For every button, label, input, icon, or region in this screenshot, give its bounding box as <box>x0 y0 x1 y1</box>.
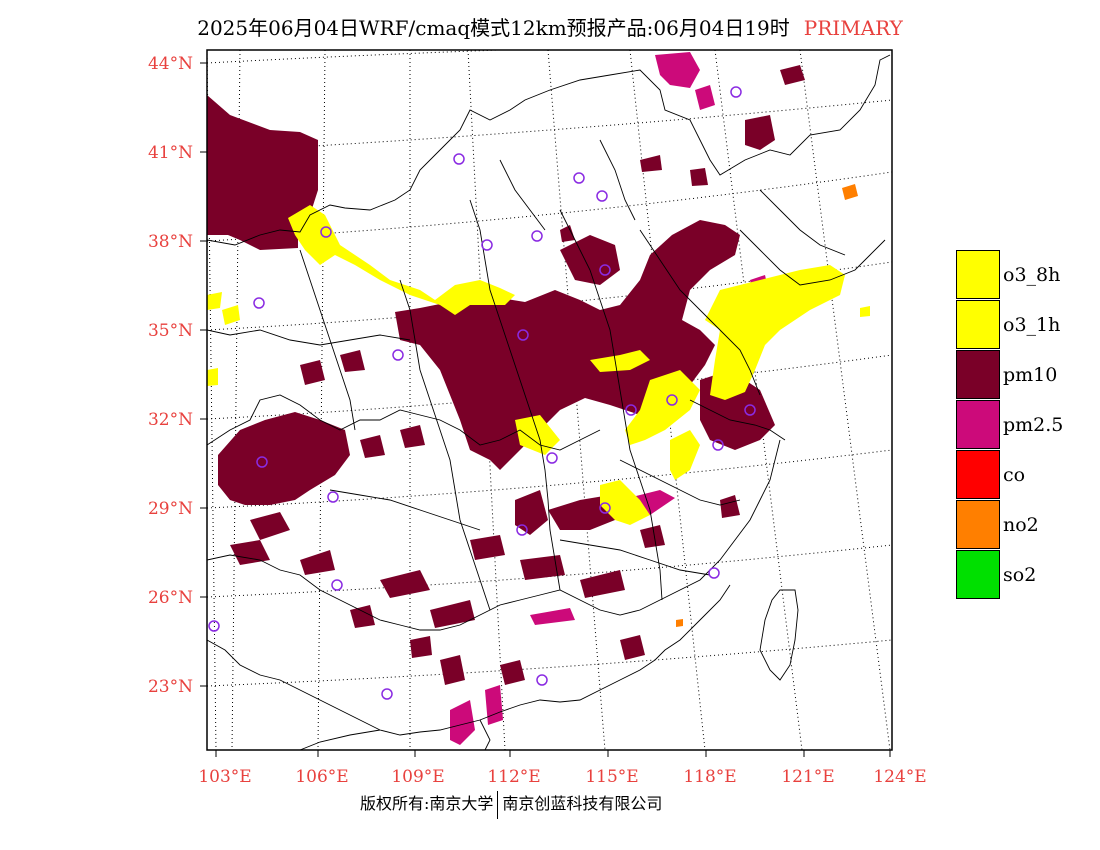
site-marker <box>331 579 343 591</box>
copyright-left: 版权所有:南京大学 <box>360 794 494 813</box>
site-marker <box>481 239 493 251</box>
site-marker <box>516 524 528 536</box>
lat-label: 41°N <box>148 143 193 163</box>
legend-label-o3-1h: o3_1h <box>1003 314 1061 336</box>
site-marker <box>327 491 339 503</box>
site-marker <box>517 329 529 341</box>
legend-swatch-pm10 <box>956 350 1000 399</box>
lat-label: 23°N <box>148 677 193 697</box>
site-marker <box>208 620 220 632</box>
lon-label: 106°E <box>295 767 348 787</box>
site-marker <box>573 172 585 184</box>
legend-label-co: co <box>1003 464 1026 486</box>
pm10-areas <box>207 65 805 685</box>
legend-swatch-pm25 <box>956 400 1000 449</box>
site-marker <box>744 404 756 416</box>
longitude-labels: 103°E 106°E 109°E 112°E 115°E 118°E 121°… <box>198 767 926 787</box>
map-title: 2025年06月04日WRF/cmaq模式12km预报产品:06月04日19时 P… <box>0 12 1100 41</box>
site-marker <box>708 567 720 579</box>
lon-label: 112°E <box>487 767 540 787</box>
legend-swatch-o3-1h <box>956 300 1000 349</box>
lat-label: 44°N <box>148 54 193 74</box>
lat-label: 26°N <box>148 588 193 608</box>
legend-label-so2: so2 <box>1003 564 1037 586</box>
legend-label-no2: no2 <box>1003 514 1039 536</box>
site-marker <box>536 674 548 686</box>
lat-label: 32°N <box>148 410 193 430</box>
lon-label: 109°E <box>391 767 444 787</box>
boundary-lines <box>207 54 891 750</box>
site-marker <box>599 264 611 276</box>
legend-swatch-no2 <box>956 500 1000 549</box>
lon-label: 121°E <box>781 767 834 787</box>
latitude-labels: 44°N 41°N 38°N 35°N 32°N 29°N 26°N 23°N <box>148 54 193 697</box>
copyright-right: 南京创蓝科技有限公司 <box>502 794 663 813</box>
lon-label: 124°E <box>873 767 926 787</box>
lat-label: 29°N <box>148 499 193 519</box>
o3-areas <box>207 205 870 525</box>
site-marker <box>712 439 724 451</box>
lat-label: 38°N <box>148 232 193 252</box>
site-marker <box>625 404 637 416</box>
legend-swatch-o3-8h <box>956 250 1000 299</box>
site-marker <box>256 456 268 468</box>
map-frame <box>206 49 893 751</box>
site-marker <box>381 688 393 700</box>
site-marker <box>531 230 543 242</box>
site-marker <box>320 226 332 238</box>
lon-label: 118°E <box>683 767 736 787</box>
legend-swatch-so2 <box>956 550 1000 599</box>
site-markers <box>208 86 756 700</box>
legend-swatch-co <box>956 450 1000 499</box>
legend-label-pm10: pm10 <box>1003 364 1058 386</box>
site-marker <box>253 297 265 309</box>
site-marker <box>596 190 608 202</box>
site-marker <box>392 349 404 361</box>
site-marker <box>546 452 558 464</box>
legend-label-o3-8h: o3_8h <box>1003 264 1061 286</box>
lon-label: 103°E <box>198 767 251 787</box>
site-marker <box>666 394 678 406</box>
lon-label: 115°E <box>585 767 638 787</box>
site-marker <box>730 86 742 98</box>
copyright-footer: 版权所有:南京大学 南京创蓝科技有限公司 <box>360 790 662 819</box>
no2-areas <box>676 184 858 627</box>
legend-label-pm25: pm2.5 <box>1003 414 1064 436</box>
lat-label: 35°N <box>148 321 193 341</box>
site-marker <box>453 153 465 165</box>
footer-separator <box>497 790 499 819</box>
title-main: 2025年06月04日WRF/cmaq模式12km预报产品:06月04日19时 <box>197 16 790 40</box>
title-primary-tag: PRIMARY <box>803 16 903 40</box>
site-marker <box>599 502 611 514</box>
axis-ticks <box>200 62 891 757</box>
